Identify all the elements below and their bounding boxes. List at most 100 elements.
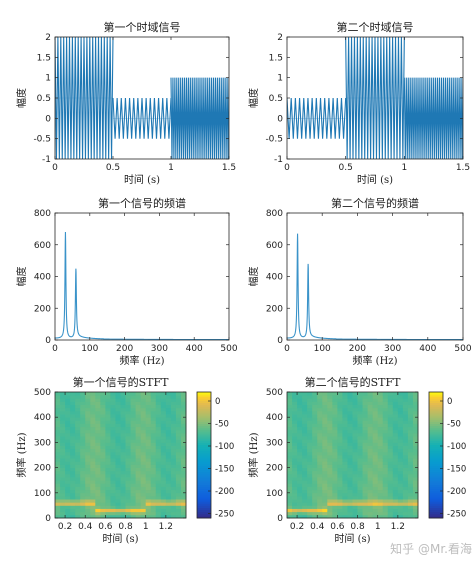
x-tick-label: 0.6 (330, 522, 345, 532)
heatmap-cell (382, 445, 389, 450)
heatmap-cell (307, 401, 313, 405)
colorbar-swatch (197, 509, 211, 513)
heatmap-cell (110, 426, 116, 431)
x-tick-label: 1.5 (456, 163, 470, 173)
heatmap-cell (110, 508, 116, 513)
heatmap-cell (332, 398, 338, 402)
heatmap-cell (332, 492, 338, 497)
heatmap-cell (115, 464, 121, 468)
spectrum-chart-1: 0 100 200 300 400 5000200400600800第一个信号的频谱频率 … (15, 196, 238, 367)
heatmap-cell (85, 495, 91, 500)
heatmap-cell (302, 407, 308, 412)
heatmap-cell (397, 401, 404, 405)
heatmap-cells (55, 392, 187, 519)
heatmap-cell (65, 423, 71, 428)
heatmap-cell (95, 451, 101, 456)
heatmap-cell (120, 502, 126, 506)
heatmap-cell (287, 423, 293, 428)
heatmap-cell (342, 495, 348, 500)
heatmap-cell (402, 401, 409, 405)
heatmap-cell (342, 432, 348, 437)
heatmap-cell (407, 499, 414, 503)
heatmap-cell (100, 473, 106, 478)
heatmap-cell (302, 511, 308, 516)
heatmap-cell (332, 429, 338, 434)
heatmap-cell (337, 417, 343, 421)
heatmap-cell (70, 432, 76, 437)
heatmap-cell (175, 480, 182, 484)
heatmap-cell (125, 464, 131, 468)
heatmap-cell (362, 514, 369, 519)
heatmap-cell (115, 414, 121, 418)
heatmap-cell (120, 426, 126, 431)
heatmap-cell (95, 401, 101, 405)
heatmap-cell (357, 420, 363, 424)
heatmap-cell (55, 467, 61, 472)
heatmap-cell (130, 451, 137, 456)
heatmap-cell (362, 461, 369, 465)
heatmap-cell (60, 458, 66, 462)
colorbar-swatch (197, 465, 211, 469)
colorbar-swatch (197, 436, 211, 439)
heatmap-cell (80, 401, 86, 405)
heatmap-cell (362, 417, 369, 421)
heatmap-cell (367, 448, 374, 453)
heatmap-cell (322, 514, 328, 519)
heatmap-cell (297, 445, 303, 450)
colorbar: 0-50-100-150-200-250 (196, 391, 234, 520)
colorbar-swatch (197, 431, 211, 435)
heatmap-cell (352, 461, 358, 465)
colorbar-swatch (197, 505, 211, 508)
y-tick-label: 200 (34, 304, 51, 314)
colorbar-swatch (197, 421, 211, 424)
heatmap-cell (85, 420, 91, 424)
heatmap-cell (155, 495, 162, 500)
heatmap-cell (85, 458, 91, 462)
heatmap-cell (160, 392, 167, 396)
y-tick-label: 100 (34, 489, 51, 499)
heatmap-cell (347, 473, 353, 478)
heatmap-cell (155, 392, 162, 396)
heatmap-cell (75, 480, 81, 484)
heatmap-cell (352, 436, 358, 440)
x-tick-label: 0.2 (290, 522, 304, 532)
heatmap-cell (85, 423, 91, 428)
colorbar-swatch (197, 396, 211, 399)
heatmap-cell (322, 392, 328, 396)
heatmap-cell (115, 508, 121, 513)
heatmap-cell (60, 426, 66, 431)
heatmap-cell (312, 395, 318, 399)
heatmap-cell (165, 398, 172, 402)
heatmap-cell (125, 502, 131, 506)
heatmap-cell (165, 477, 172, 481)
heatmap-cell (170, 477, 177, 481)
heatmap-cell (397, 461, 404, 465)
heatmap-cell (180, 417, 187, 421)
heatmap-cell (120, 395, 126, 399)
heatmap-cell (130, 432, 137, 437)
heatmap-cell (312, 414, 318, 418)
heatmap-cell (145, 483, 152, 487)
colorbar-tick-label: -150 (215, 465, 234, 475)
heatmap-cell (287, 410, 293, 415)
heatmap-cell (302, 464, 308, 468)
heatmap-cell (322, 407, 328, 412)
heatmap-cell (312, 473, 318, 478)
heatmap-cell (367, 502, 374, 506)
heatmap-cell (297, 477, 303, 481)
heatmap-cell (110, 392, 116, 396)
heatmap-cell (372, 514, 379, 519)
heatmap-cell (337, 483, 343, 487)
heatmap-cell (55, 505, 61, 509)
heatmap-cell (287, 480, 293, 484)
heatmap-cell (75, 407, 81, 412)
heatmap-cell (100, 442, 106, 446)
y-tick-label: 300 (266, 438, 283, 448)
heatmap-cell (120, 432, 126, 437)
heatmap-cell (135, 451, 142, 456)
heatmap-cell (352, 417, 358, 421)
heatmap-cell (150, 429, 157, 434)
heatmap-cell (100, 483, 106, 487)
heatmap-cell (407, 480, 414, 484)
heatmap-cell (332, 511, 338, 516)
